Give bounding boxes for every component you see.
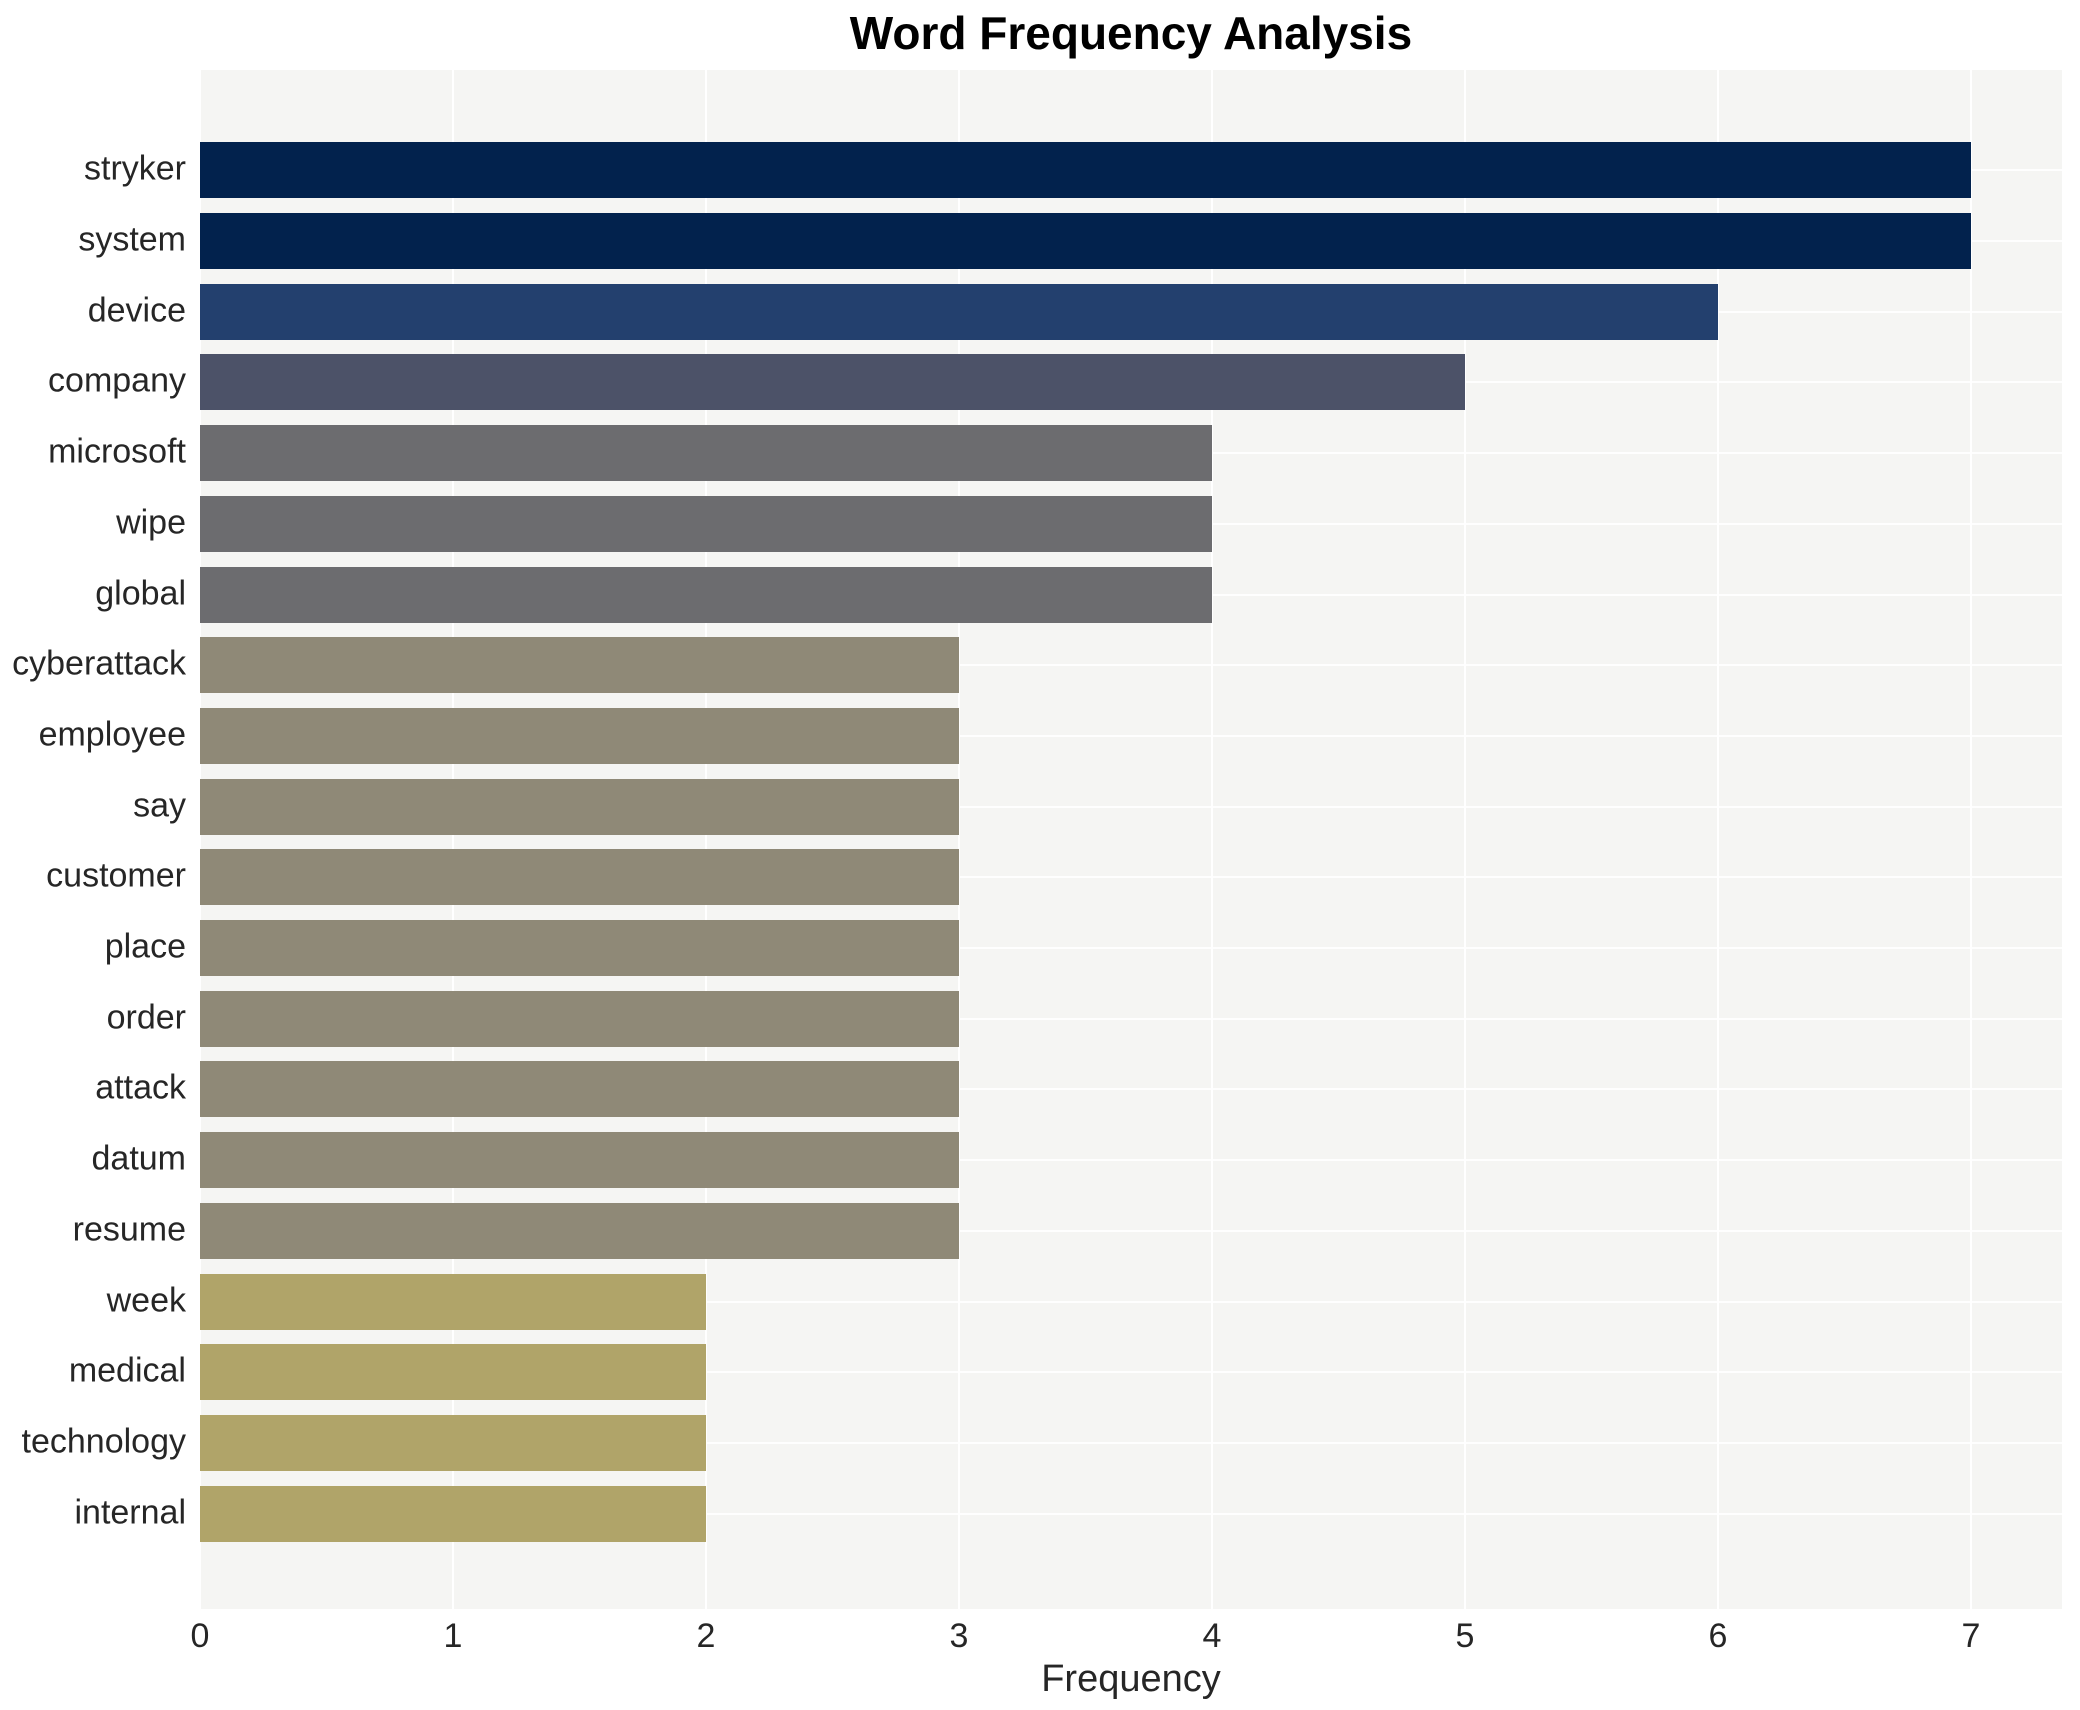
bar-technology [200,1414,706,1471]
bar-resume [200,1202,959,1259]
bar-row [200,701,2062,772]
bar-row [200,630,2062,701]
bar-internal [200,1485,706,1542]
bar-global [200,566,1212,623]
bar-device [200,283,1718,340]
horizontal-gridline [200,1371,2062,1374]
y-axis-label-technology: technology [21,1422,186,1461]
bar-say [200,778,959,835]
bar-employee [200,707,959,764]
bar-attack [200,1061,959,1118]
bar-row [200,418,2062,489]
bar-row [200,1266,2062,1337]
horizontal-gridline [200,1159,2062,1162]
horizontal-gridline [200,1512,2062,1515]
y-axis-label-system: system [78,220,186,259]
vertical-gridline [1716,70,1719,1609]
horizontal-gridline [200,876,2062,879]
y-axis-label-customer: customer [46,857,186,896]
bar-system [200,213,1971,270]
y-axis-label-company: company [48,362,186,401]
x-tick-label-4: 4 [1202,1617,1222,1655]
horizontal-gridline [200,1088,2062,1091]
bar-wipe [200,495,1212,552]
bar-microsoft [200,425,1212,482]
horizontal-gridline [200,734,2062,737]
x-tick-label-0: 0 [190,1617,210,1655]
vertical-gridline [957,70,960,1609]
chart-title: Word Frequency Analysis [849,7,1413,59]
bar-row [200,1478,2062,1549]
bar-row [200,135,2062,206]
horizontal-gridline [200,1441,2062,1444]
y-axis-label-global: global [95,574,186,613]
bar-week [200,1273,706,1330]
bar-row [200,842,2062,913]
vertical-gridline [1463,70,1466,1609]
vertical-gridline [1969,70,1972,1609]
bar-row [200,206,2062,277]
horizontal-gridline [200,805,2062,808]
y-axis-label-cyberattack: cyberattack [12,644,186,683]
bar-stryker [200,142,1971,199]
y-axis-label-stryker: stryker [84,150,186,189]
y-axis-label-device: device [87,291,186,330]
y-axis-label-datum: datum [91,1139,187,1178]
y-axis-label-say: say [133,786,186,825]
bar-row [200,1125,2062,1196]
bar-row [200,1196,2062,1267]
y-axis-label-microsoft: microsoft [48,432,186,471]
y-axis-label-wipe: wipe [116,503,186,542]
plot-area [199,70,2062,1609]
bar-row [200,1054,2062,1125]
bar-row [200,913,2062,984]
y-axis-label-week: week [106,1281,186,1320]
bar-row [200,1408,2062,1479]
y-axis-label-resume: resume [72,1210,186,1249]
y-axis-label-attack: attack [95,1069,186,1108]
y-axis-label-employee: employee [38,715,186,754]
horizontal-gridline [200,1300,2062,1303]
x-tick-label-7: 7 [1961,1617,1981,1655]
horizontal-gridline [200,947,2062,950]
x-axis-title: Frequency [1041,1658,1221,1700]
x-tick-label-2: 2 [696,1617,716,1655]
bar-cyberattack [200,637,959,694]
bar-row [200,1337,2062,1408]
bar-order [200,990,959,1047]
horizontal-gridline [200,664,2062,667]
y-axis-label-internal: internal [74,1493,186,1532]
y-axis-label-place: place [104,927,186,966]
bar-row [200,276,2062,347]
bar-row [200,771,2062,842]
bar-company [200,354,1465,411]
vertical-gridline [199,70,201,1609]
bar-place [200,920,959,977]
bar-row [200,347,2062,418]
x-tick-label-3: 3 [949,1617,969,1655]
y-axis-label-order: order [106,998,186,1037]
x-tick-label-6: 6 [1708,1617,1728,1655]
vertical-gridline [451,70,454,1609]
bar-customer [200,849,959,906]
bar-row [200,983,2062,1054]
bar-row [200,489,2062,560]
horizontal-gridline [200,1229,2062,1232]
horizontal-gridline [200,1017,2062,1020]
x-tick-label-5: 5 [1455,1617,1475,1655]
x-tick-label-1: 1 [443,1617,463,1655]
vertical-gridline [1210,70,1213,1609]
bar-row [200,559,2062,630]
vertical-gridline [704,70,707,1609]
bar-medical [200,1344,706,1401]
y-axis-label-medical: medical [68,1351,186,1390]
bar-datum [200,1132,959,1189]
